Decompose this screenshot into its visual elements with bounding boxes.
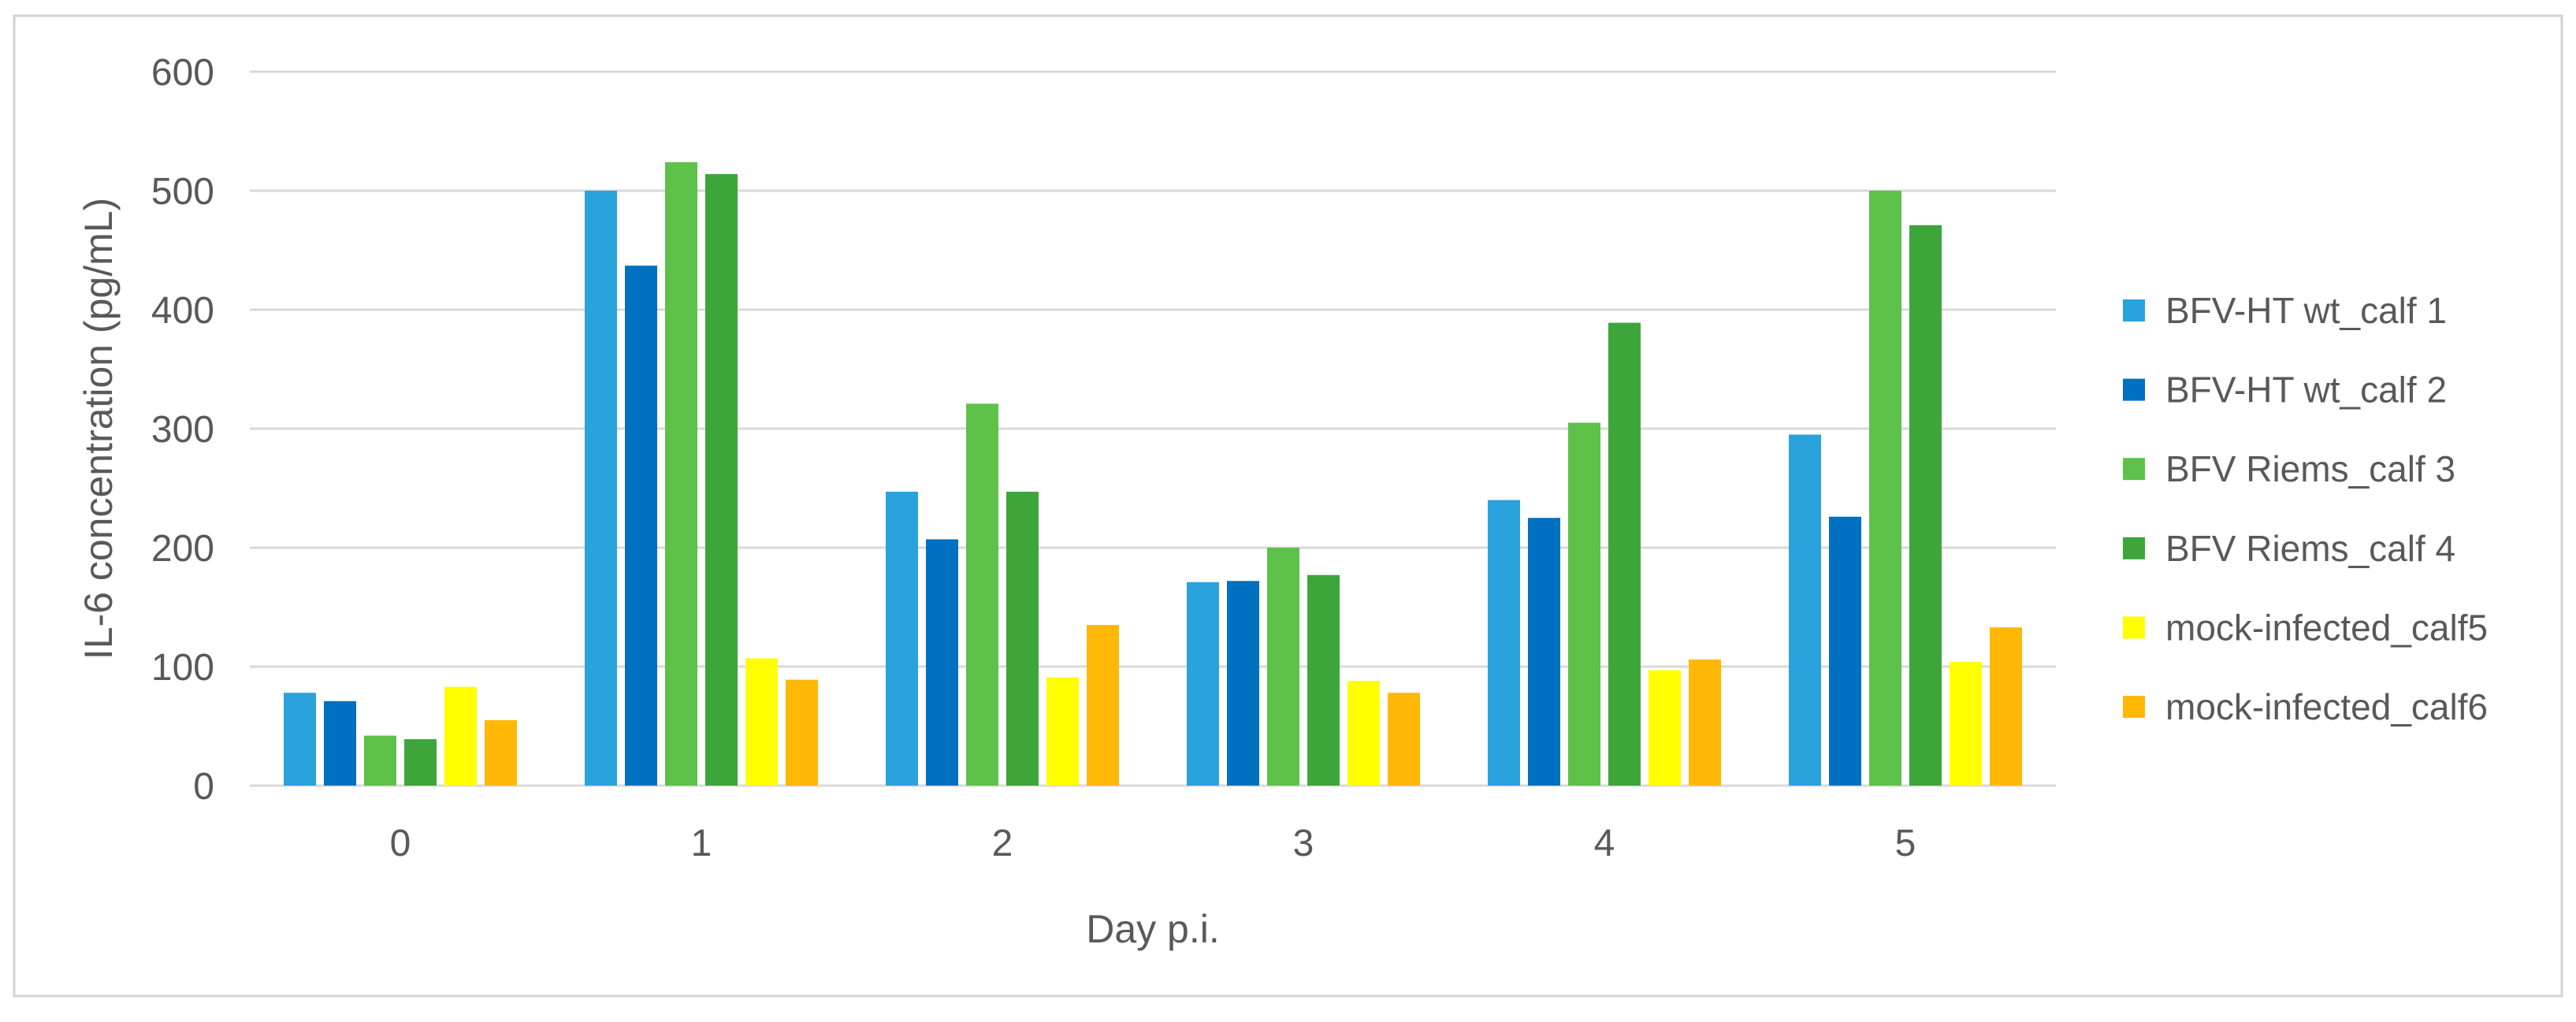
legend-swatch xyxy=(2123,616,2145,639)
bar-series6-day4 xyxy=(1689,659,1721,786)
bar-series1-day3 xyxy=(1187,582,1219,786)
bar-series2-day2 xyxy=(926,539,958,786)
bar-series5-day3 xyxy=(1347,681,1380,786)
bar-series6-day5 xyxy=(1990,627,2022,786)
bar-series5-day0 xyxy=(444,686,477,786)
figure-border xyxy=(13,14,2563,998)
legend-label: BFV Riems_calf 4 xyxy=(2165,528,2455,569)
x-tick-label: 0 xyxy=(390,823,411,864)
bar-series4-day5 xyxy=(1909,225,1942,786)
bar-series5-day2 xyxy=(1046,677,1079,786)
legend-entry: BFV Riems_calf 3 xyxy=(2123,448,2455,489)
bar-series3-day4 xyxy=(1568,422,1600,786)
bar-series1-day1 xyxy=(585,191,617,786)
gridlines xyxy=(250,70,2056,787)
y-axis-tick-labels: 0 100 200 300 400 500 600 xyxy=(151,52,214,808)
y-tick-label: 500 xyxy=(151,171,214,213)
bar-series4-day0 xyxy=(404,739,437,786)
bar-series6-day0 xyxy=(485,719,517,786)
bar-series1-day2 xyxy=(886,492,918,786)
legend-entry: mock-infected_calf5 xyxy=(2123,607,2488,648)
bar-series1-day5 xyxy=(1789,434,1821,786)
bar-series4-day1 xyxy=(705,173,738,786)
y-tick-label: 100 xyxy=(151,647,214,689)
bar-series3-day1 xyxy=(665,162,697,786)
bar-series4-day2 xyxy=(1006,492,1039,786)
bar-series5-day5 xyxy=(1950,661,1982,786)
y-tick-label: 600 xyxy=(151,52,214,94)
legend-entry: BFV-HT wt_calf 1 xyxy=(2123,290,2447,331)
y-tick-label: 300 xyxy=(151,409,214,451)
legend-label: BFV-HT wt_calf 1 xyxy=(2165,290,2447,331)
bar-series3-day3 xyxy=(1267,548,1299,786)
bars xyxy=(284,162,2022,786)
bar-series2-day0 xyxy=(324,701,356,786)
bar-series1-day0 xyxy=(284,693,316,786)
x-tick-label: 3 xyxy=(1293,823,1314,864)
legend-swatch xyxy=(2123,299,2145,321)
bar-series2-day1 xyxy=(625,266,657,786)
bar-series5-day4 xyxy=(1649,670,1681,786)
x-tick-label: 4 xyxy=(1594,823,1615,864)
bar-series5-day1 xyxy=(745,658,778,786)
legend-entry: BFV Riems_calf 4 xyxy=(2123,528,2455,569)
legend-label: BFV Riems_calf 3 xyxy=(2165,448,2455,489)
bar-series6-day3 xyxy=(1388,693,1420,786)
legend-swatch xyxy=(2123,537,2145,559)
bar-series4-day4 xyxy=(1608,322,1641,786)
bar-series6-day1 xyxy=(786,679,818,786)
legend-label: mock-infected_calf6 xyxy=(2165,686,2488,727)
x-tick-label: 2 xyxy=(992,823,1013,864)
legend-entry: BFV-HT wt_calf 2 xyxy=(2123,370,2447,411)
bar-series2-day3 xyxy=(1227,581,1259,786)
x-axis-title: Day p.i. xyxy=(1086,907,1220,951)
x-axis-tick-labels: 0 1 2 3 4 5 xyxy=(390,823,1916,864)
bar-series6-day2 xyxy=(1087,625,1119,786)
legend-label: BFV-HT wt_calf 2 xyxy=(2165,370,2447,411)
legend-swatch xyxy=(2123,696,2145,718)
y-axis-title: IL-6 concentration (pg/mL) xyxy=(76,198,121,660)
y-tick-label: 200 xyxy=(151,528,214,570)
bar-series3-day0 xyxy=(364,735,396,786)
legend-label: mock-infected_calf5 xyxy=(2165,607,2488,648)
legend-swatch xyxy=(2123,378,2145,401)
bar-series2-day5 xyxy=(1829,516,1861,786)
legend-entry: mock-infected_calf6 xyxy=(2123,686,2488,727)
x-tick-label: 5 xyxy=(1895,823,1916,864)
bar-series3-day2 xyxy=(966,403,998,786)
legend: BFV-HT wt_calf 1 BFV-HT wt_calf 2 BFV Riem… xyxy=(2123,290,2488,727)
bar-series1-day4 xyxy=(1488,500,1520,786)
y-tick-label: 400 xyxy=(151,290,214,332)
bar-series3-day5 xyxy=(1869,191,1901,786)
bar-series2-day4 xyxy=(1528,518,1560,786)
bar-series4-day3 xyxy=(1307,574,1340,786)
x-tick-label: 1 xyxy=(691,823,712,864)
y-tick-label: 0 xyxy=(193,766,214,808)
legend-swatch xyxy=(2123,458,2145,481)
